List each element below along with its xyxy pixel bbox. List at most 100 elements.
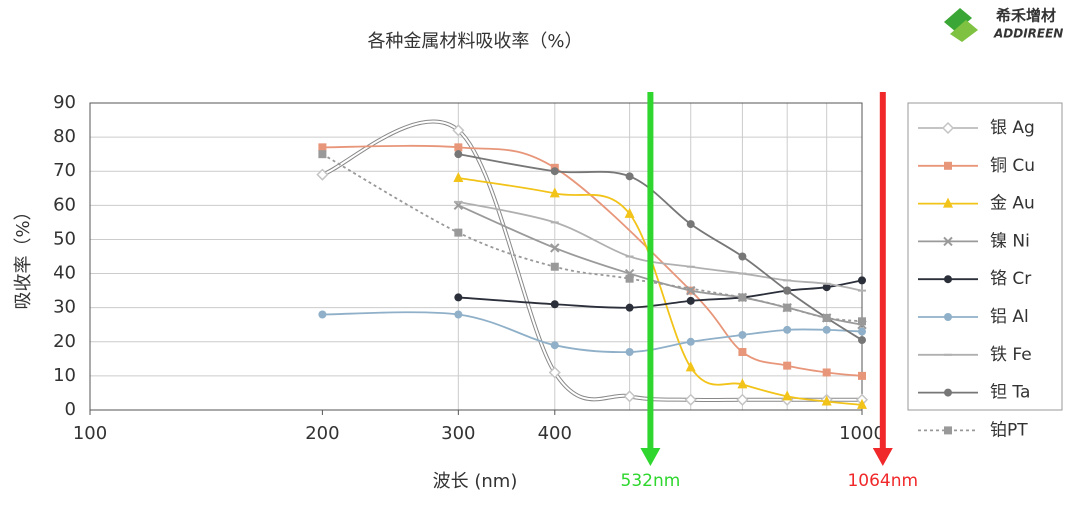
point (452, 124, 465, 137)
point (550, 300, 559, 309)
legend-label: 金 Au (990, 194, 1035, 214)
point (858, 336, 866, 345)
x-axis-label: 波长 (nm) (433, 471, 518, 492)
point (316, 168, 329, 181)
point (783, 286, 792, 295)
x-tick-label: 200 (305, 423, 339, 444)
point (625, 348, 634, 357)
point (318, 143, 327, 152)
point (944, 388, 952, 397)
point (454, 228, 463, 237)
point (941, 121, 955, 135)
point (550, 167, 559, 176)
point (686, 220, 695, 229)
point (453, 172, 464, 183)
point (822, 283, 831, 292)
legend-label: 镍 Ni (990, 231, 1030, 251)
point (822, 313, 831, 322)
point (783, 361, 792, 370)
y-tick-label: 0 (65, 399, 76, 420)
point (783, 303, 792, 312)
point (943, 197, 953, 208)
annotation-label: 1064nm (847, 471, 918, 491)
series-line (321, 153, 863, 323)
legend-label: 铁 Fe (990, 345, 1032, 365)
arrow-head (872, 448, 893, 466)
x-tick-label: 300 (441, 423, 475, 444)
point (944, 426, 952, 435)
y-tick-label: 20 (53, 331, 76, 352)
series-line (457, 204, 863, 326)
point (858, 327, 866, 336)
point (686, 337, 695, 346)
point (454, 310, 463, 319)
point (822, 325, 831, 334)
point (624, 207, 635, 218)
y-tick-label: 40 (53, 263, 76, 284)
point (454, 143, 463, 152)
series-line (458, 177, 863, 406)
y-axis-label: 吸收率（%） (13, 202, 34, 309)
point (318, 150, 327, 159)
point (738, 252, 747, 261)
logo-subtitle: ADDIREEN (993, 27, 1063, 41)
logo-name: 希禾增材 (996, 7, 1056, 25)
y-tick-label: 50 (53, 228, 76, 249)
point (736, 393, 749, 406)
annotation-label: 532nm (621, 471, 681, 491)
point (625, 303, 634, 312)
y-tick-label: 90 (53, 92, 76, 113)
point (686, 296, 695, 305)
y-tick-label: 80 (53, 126, 76, 147)
point (857, 398, 867, 409)
y-tick-label: 10 (53, 365, 76, 386)
point (623, 390, 636, 403)
legend-label: 铂PT (990, 420, 1028, 440)
logo: 希禾增材 ADDIREEN (944, 7, 1063, 42)
point (858, 371, 866, 380)
point (550, 262, 559, 271)
legend-label: 钽 Ta (990, 383, 1030, 403)
point (454, 293, 463, 302)
legend-label: 银 Ag (990, 118, 1035, 138)
point (944, 161, 952, 170)
point (944, 313, 952, 321)
legend-label: 铜 Cu (990, 156, 1035, 176)
legend-label: 铬 Cr (990, 269, 1031, 289)
point (738, 293, 747, 302)
legend-box (907, 102, 1063, 411)
point (858, 276, 866, 285)
series-line (322, 311, 863, 354)
x-tick-label: 1000 (839, 423, 885, 444)
point (738, 330, 747, 339)
point (550, 243, 560, 253)
legend-label: 铝 Al (990, 307, 1029, 327)
point (318, 310, 327, 319)
point (944, 275, 952, 284)
point (549, 187, 560, 198)
arrow-head (640, 448, 661, 466)
point (550, 341, 559, 350)
y-tick-label: 60 (53, 194, 76, 215)
point (943, 236, 953, 247)
y-tick-label: 30 (53, 297, 76, 318)
point (685, 361, 696, 372)
y-tick-label: 70 (53, 160, 76, 181)
plot-frame (89, 102, 863, 411)
point (684, 393, 697, 406)
point (625, 274, 634, 283)
point (738, 348, 747, 357)
point (822, 368, 831, 377)
point (821, 395, 832, 406)
point (737, 378, 748, 389)
x-tick-label: 100 (73, 423, 107, 444)
x-tick-label: 400 (538, 423, 572, 444)
point (783, 325, 792, 334)
point (686, 285, 696, 296)
point (625, 172, 634, 181)
point (858, 317, 866, 326)
point (548, 366, 561, 379)
chart-title: 各种金属材料吸收率（%） (367, 31, 582, 52)
point (454, 150, 463, 159)
